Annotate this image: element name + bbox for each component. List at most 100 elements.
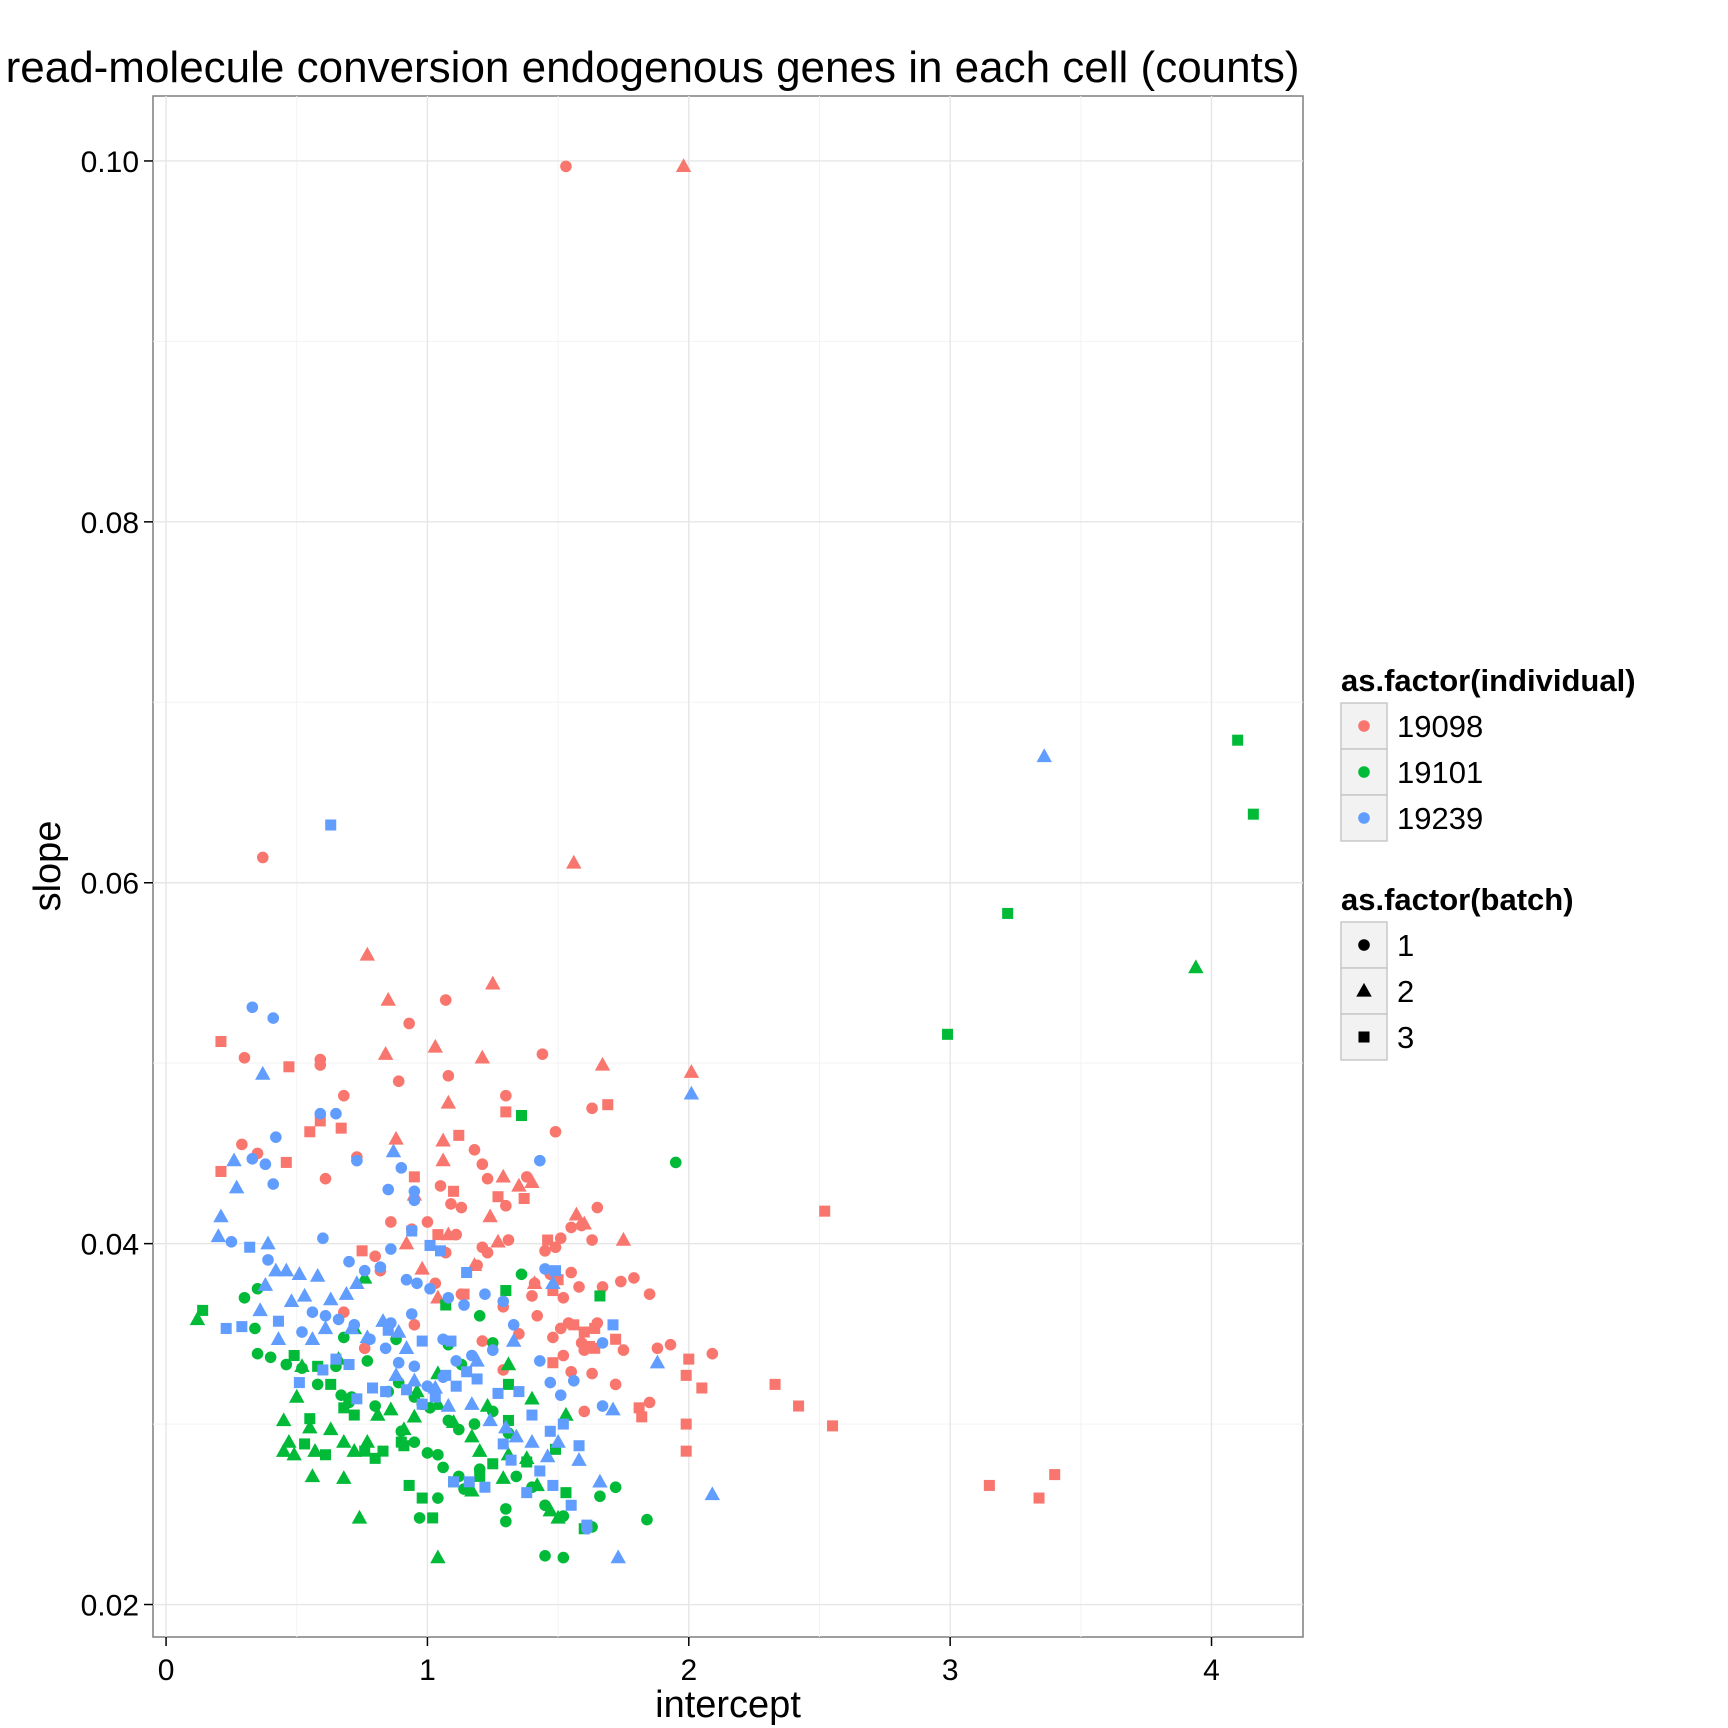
data-point bbox=[615, 1275, 627, 1288]
x-axis-label: intercept bbox=[655, 1684, 801, 1726]
data-point bbox=[349, 1275, 365, 1290]
data-point bbox=[306, 1306, 319, 1318]
legend-individual-label: 19098 bbox=[1397, 709, 1483, 744]
data-point bbox=[411, 1277, 423, 1290]
data-point bbox=[427, 1379, 443, 1394]
legend-batch-label: 1 bbox=[1397, 928, 1414, 963]
data-point bbox=[464, 1396, 480, 1410]
data-point bbox=[405, 1308, 418, 1320]
y-tick-label: 0.10 bbox=[81, 146, 139, 179]
data-point bbox=[578, 1405, 591, 1418]
data-point bbox=[505, 1332, 522, 1347]
legend-individual-title: as.factor(individual) bbox=[1341, 663, 1636, 698]
data-point bbox=[383, 1401, 399, 1416]
data-point bbox=[1232, 734, 1244, 746]
data-point bbox=[615, 1231, 632, 1246]
legend-batch-title: as.factor(batch) bbox=[1341, 882, 1574, 917]
data-point bbox=[617, 1344, 630, 1356]
y-tick-label: 0.02 bbox=[81, 1590, 139, 1623]
data-point bbox=[536, 1048, 549, 1060]
data-point bbox=[288, 1349, 300, 1362]
data-point bbox=[471, 1373, 483, 1385]
data-point bbox=[403, 1017, 415, 1030]
data-point bbox=[430, 1549, 446, 1564]
data-point bbox=[524, 1433, 540, 1448]
data-point bbox=[396, 1421, 412, 1436]
data-point bbox=[1188, 959, 1204, 974]
data-point bbox=[554, 1389, 567, 1402]
data-point bbox=[497, 1438, 509, 1450]
data-point bbox=[289, 1388, 305, 1403]
data-point bbox=[311, 1378, 324, 1391]
data-point bbox=[492, 1387, 504, 1399]
legend-batch: as.factor(batch) 1 2 3 bbox=[1340, 882, 1574, 1061]
data-point bbox=[544, 1425, 556, 1437]
data-point bbox=[453, 1129, 465, 1141]
data-point bbox=[557, 1349, 570, 1362]
data-point bbox=[377, 1445, 389, 1457]
data-point bbox=[628, 1272, 640, 1284]
data-point bbox=[398, 1340, 415, 1354]
data-point bbox=[210, 1228, 227, 1243]
data-point bbox=[416, 1398, 428, 1410]
data-point bbox=[323, 1291, 339, 1306]
data-point bbox=[337, 1089, 350, 1102]
data-point bbox=[445, 1335, 457, 1347]
data-point bbox=[500, 1106, 512, 1118]
data-point bbox=[416, 1492, 428, 1504]
data-point bbox=[257, 1277, 274, 1291]
data-point bbox=[427, 1512, 439, 1524]
data-point bbox=[299, 1438, 311, 1450]
data-point bbox=[314, 1115, 326, 1127]
data-point bbox=[390, 1323, 407, 1338]
data-point bbox=[382, 1324, 394, 1336]
data-point bbox=[293, 1377, 305, 1389]
data-point bbox=[549, 1265, 562, 1277]
data-point bbox=[498, 1419, 514, 1434]
data-point bbox=[359, 1329, 376, 1344]
data-point bbox=[552, 1274, 564, 1286]
data-point bbox=[502, 1378, 514, 1390]
legend-batch-label: 2 bbox=[1397, 974, 1414, 1009]
data-point bbox=[400, 1273, 413, 1286]
data-point bbox=[508, 1428, 525, 1443]
data-point bbox=[500, 1089, 512, 1102]
data-point bbox=[437, 1461, 449, 1474]
data-point bbox=[421, 1447, 434, 1459]
data-point bbox=[440, 1299, 452, 1311]
data-point bbox=[534, 1154, 546, 1167]
data-point bbox=[1247, 808, 1259, 820]
data-point bbox=[468, 1143, 481, 1156]
data-point bbox=[461, 1266, 473, 1279]
data-point bbox=[413, 1512, 426, 1524]
data-point bbox=[330, 1107, 342, 1120]
data-point bbox=[442, 1291, 455, 1304]
data-point bbox=[440, 1094, 457, 1109]
data-point bbox=[228, 1179, 245, 1194]
data-point bbox=[406, 1408, 423, 1423]
data-point bbox=[547, 1285, 559, 1297]
data-point bbox=[568, 1319, 580, 1331]
data-point bbox=[1049, 1469, 1061, 1481]
data-point bbox=[267, 1178, 280, 1190]
data-point bbox=[510, 1470, 523, 1483]
data-point bbox=[430, 1396, 446, 1410]
data-point bbox=[549, 1443, 562, 1455]
data-point bbox=[544, 1376, 557, 1389]
data-point bbox=[275, 1443, 292, 1457]
data-point bbox=[479, 1481, 491, 1493]
data-point bbox=[507, 1319, 520, 1331]
data-point bbox=[317, 1320, 334, 1335]
data-point bbox=[518, 1193, 530, 1205]
data-point bbox=[643, 1288, 656, 1300]
data-point bbox=[482, 1412, 498, 1427]
data-point bbox=[549, 1125, 562, 1138]
data-point bbox=[283, 1293, 300, 1308]
data-point bbox=[398, 1235, 415, 1250]
legend-key-marker bbox=[1358, 720, 1370, 732]
data-point bbox=[351, 1509, 368, 1524]
data-point bbox=[408, 1360, 421, 1373]
legend-individual-label: 19239 bbox=[1397, 801, 1483, 836]
data-point bbox=[581, 1519, 593, 1531]
